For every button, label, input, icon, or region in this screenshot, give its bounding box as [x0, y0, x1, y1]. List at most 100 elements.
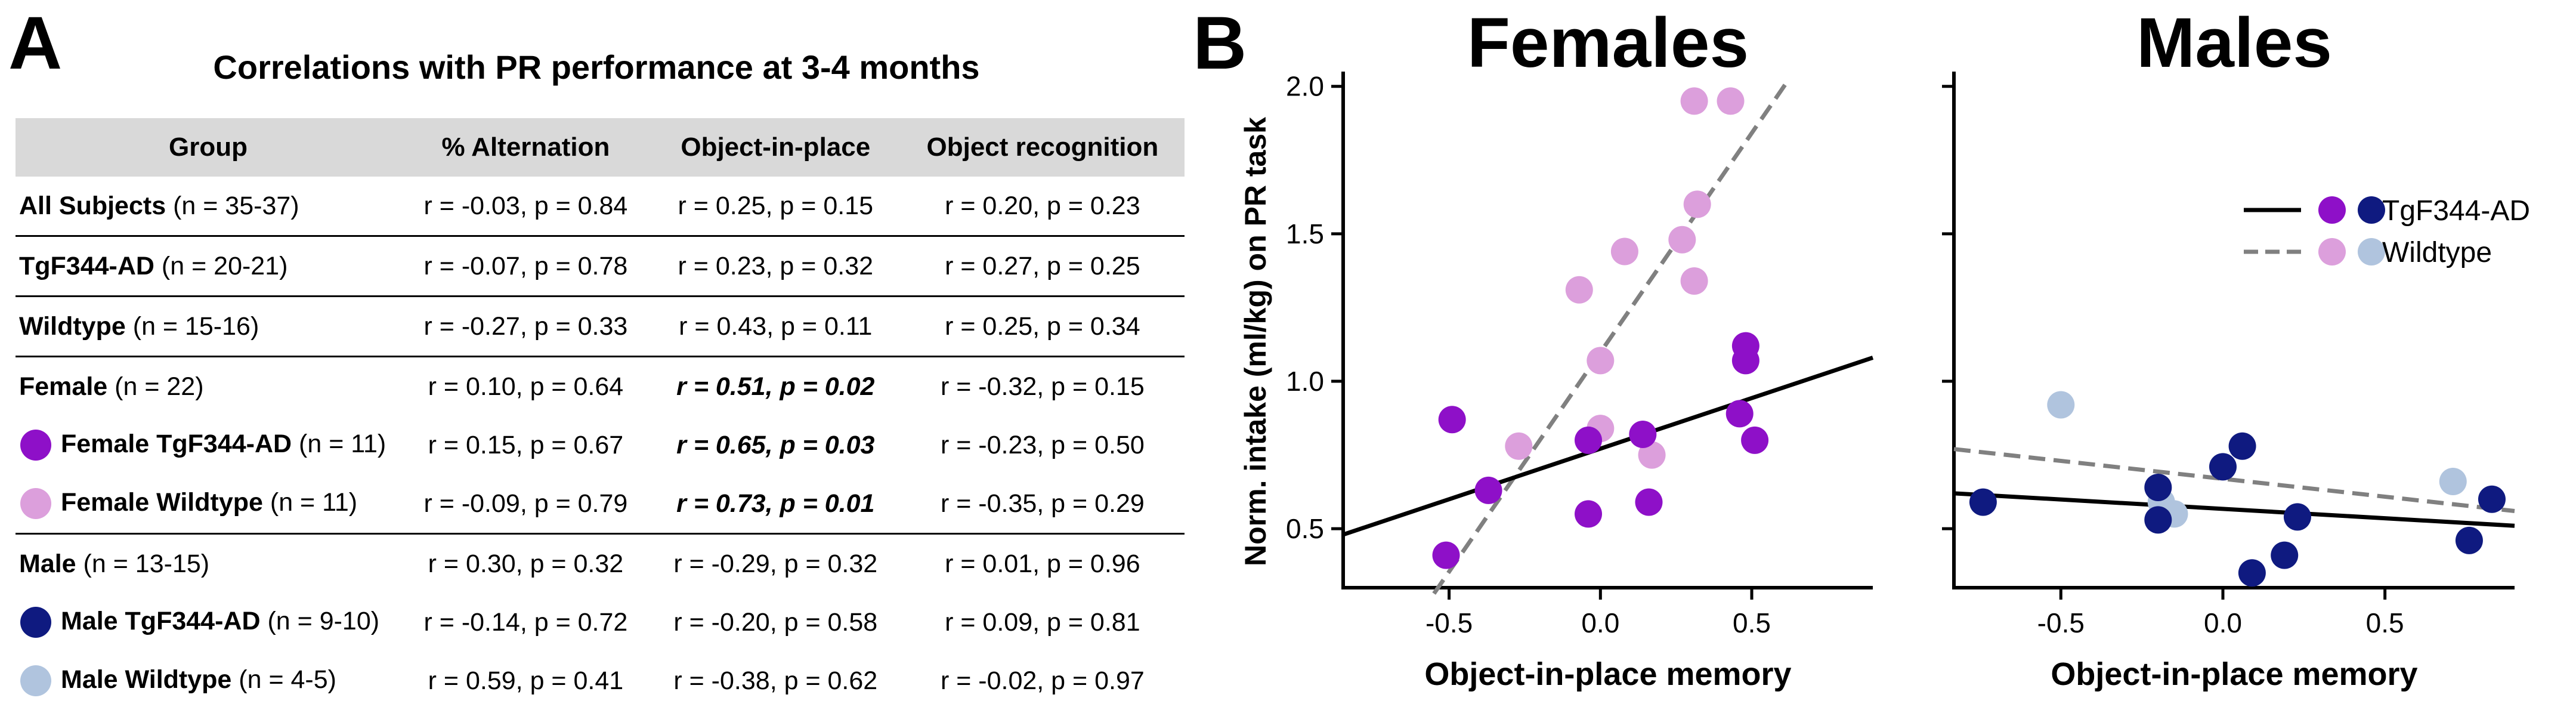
- table-row: Female (n = 22) r = 0.10, p = 0.64 r = 0.5…: [16, 356, 1185, 416]
- alternation-cell: r = -0.03, p = 0.84: [423, 191, 628, 220]
- object-in-place-cell: r = 0.65, p = 0.03: [676, 430, 875, 459]
- group-n: (n = 20-21): [154, 251, 288, 280]
- group-name: Female TgF344-AD: [61, 429, 292, 458]
- object-in-place-cell: r = 0.51, p = 0.02: [650, 356, 901, 416]
- table-body: All Subjects (n = 35-37) r = -0.03, p = 0…: [16, 177, 1185, 710]
- x-tick-label: -0.5: [1425, 607, 1473, 638]
- tg-data-point: [1432, 541, 1460, 569]
- alternation-cell: r = 0.15, p = 0.67: [428, 430, 624, 459]
- group-n: (n = 11): [292, 429, 386, 458]
- object-in-place-cell: r = 0.25, p = 0.15: [678, 191, 874, 220]
- x-axis-label: Object-in-place memory: [1424, 656, 1791, 692]
- tg-data-point: [1629, 420, 1657, 448]
- table-row: Female TgF344-AD (n = 11) r = 0.15, p = 0…: [16, 416, 1185, 474]
- alternation-cell: r = -0.07, p = 0.78: [401, 235, 651, 297]
- alternation-cell: r = 0.10, p = 0.64: [401, 356, 651, 416]
- group-cell: Female TgF344-AD (n = 11): [16, 416, 401, 474]
- object-recognition-cell: r = -0.35, p = 0.29: [940, 489, 1145, 518]
- wt-fit-line: [1432, 79, 1790, 595]
- tg-data-point: [2228, 432, 2256, 460]
- header-group: Group: [16, 118, 401, 177]
- wt-data-point: [1610, 237, 1638, 266]
- tg-data-point: [1725, 400, 1754, 428]
- table-row: Male Wildtype (n = 4-5) r = 0.59, p = 0.4…: [16, 652, 1185, 710]
- table-row: Female Wildtype (n = 11) r = -0.09, p = 0…: [16, 474, 1185, 534]
- table-header-row: Group % Alternation Object-in-place Obje…: [16, 118, 1185, 177]
- group-color-dot-icon: [20, 488, 51, 520]
- alternation-cell: r = -0.14, p = 0.72: [423, 607, 628, 637]
- wt-data-point: [1717, 87, 1745, 115]
- object-recognition-cell: r = 0.27, p = 0.25: [900, 235, 1185, 297]
- object-recognition-cell: r = 0.20, p = 0.23: [945, 191, 1140, 220]
- table-title: Correlations with PR performance at 3-4 …: [213, 48, 980, 86]
- group-color-dot-icon: [20, 607, 51, 638]
- group-cell: Male Wildtype (n = 4-5): [16, 652, 401, 710]
- legend-dot-icon: [2358, 238, 2385, 266]
- header-alternation: % Alternation: [401, 118, 651, 177]
- tg-data-point: [2144, 473, 2172, 501]
- group-n: (n = 35-37): [166, 191, 299, 220]
- object-in-place-cell: r = -0.20, p = 0.58: [673, 607, 878, 637]
- group-color-dot-icon: [20, 665, 51, 697]
- legend-dot-icon: [2358, 196, 2385, 224]
- group-cell: Male TgF344-AD (n = 9-10): [16, 593, 401, 652]
- tg-data-point: [1741, 426, 1769, 454]
- tg-fit-line: [1953, 491, 2515, 528]
- group-name: Female Wildtype: [61, 487, 263, 517]
- wt-data-point: [1587, 347, 1615, 375]
- tg-data-point: [2283, 503, 2311, 531]
- wt-data-point: [1680, 87, 1708, 115]
- chart-title: Females: [1467, 4, 1749, 82]
- alternation-cell: r = 0.30, p = 0.32: [401, 533, 651, 593]
- group-name: TgF344-AD: [19, 251, 154, 280]
- wt-data-point: [1683, 190, 1711, 218]
- legend-dot-icon: [2318, 196, 2346, 224]
- x-tick-label: 0.0: [1581, 607, 1619, 638]
- legend-label: Wildtype: [2382, 237, 2492, 268]
- object-recognition-cell: r = -0.32, p = 0.15: [900, 356, 1185, 416]
- wt-data-point: [1668, 226, 1696, 254]
- tg-data-point: [2144, 506, 2172, 534]
- object-in-place-cell: r = 0.73, p = 0.01: [676, 489, 875, 518]
- tg-data-point: [1969, 488, 1997, 516]
- object-in-place-cell: r = -0.29, p = 0.32: [650, 533, 901, 593]
- table-row: Male TgF344-AD (n = 9-10) r = -0.14, p = …: [16, 593, 1185, 652]
- header-object-in-place: Object-in-place: [650, 118, 901, 177]
- group-color-dot-icon: [20, 430, 51, 461]
- alternation-cell: r = 0.59, p = 0.41: [428, 666, 624, 695]
- wt-data-point: [1638, 441, 1666, 469]
- group-n: (n = 4-5): [231, 665, 336, 694]
- object-recognition-cell: r = -0.02, p = 0.97: [940, 666, 1145, 695]
- legend-dot-icon: [2318, 238, 2346, 266]
- group-name: Male: [19, 549, 76, 578]
- tg-data-point: [1731, 332, 1759, 360]
- correlation-table: Group % Alternation Object-in-place Obje…: [16, 118, 1185, 710]
- wt-data-point: [2047, 391, 2075, 419]
- group-name: Male TgF344-AD: [61, 606, 261, 635]
- tg-data-point: [1575, 426, 1603, 454]
- object-recognition-cell: r = 0.25, p = 0.34: [900, 295, 1185, 357]
- object-in-place-cell: r = -0.38, p = 0.62: [673, 666, 878, 695]
- group-n: (n = 13-15): [76, 549, 210, 578]
- y-tick-label: 1.0: [1286, 366, 1324, 397]
- tg-data-point: [1635, 488, 1663, 516]
- wt-data-point: [1565, 276, 1593, 304]
- alternation-cell: r = -0.27, p = 0.33: [401, 295, 651, 357]
- alternation-cell: r = -0.09, p = 0.79: [423, 489, 628, 518]
- group-n: (n = 15-16): [125, 311, 259, 341]
- wt-data-point: [1680, 267, 1708, 295]
- x-axis-label: Object-in-place memory: [2051, 656, 2417, 692]
- x-tick-label: -0.5: [2037, 607, 2085, 638]
- tg-data-point: [2209, 453, 2237, 481]
- tg-data-point: [1474, 476, 1502, 504]
- table-row: TgF344-AD (n = 20-21) r = -0.07, p = 0.78…: [16, 235, 1185, 297]
- group-cell: Wildtype (n = 15-16): [16, 295, 401, 357]
- y-tick-label: 2.0: [1286, 71, 1324, 102]
- object-recognition-cell: r = -0.23, p = 0.50: [940, 430, 1145, 459]
- group-cell: Female Wildtype (n = 11): [16, 474, 401, 534]
- header-object-recognition: Object recognition: [900, 118, 1185, 177]
- object-recognition-cell: r = 0.09, p = 0.81: [945, 607, 1140, 637]
- x-tick-label: 0.5: [1733, 607, 1771, 638]
- object-recognition-cell: r = 0.01, p = 0.96: [900, 533, 1185, 593]
